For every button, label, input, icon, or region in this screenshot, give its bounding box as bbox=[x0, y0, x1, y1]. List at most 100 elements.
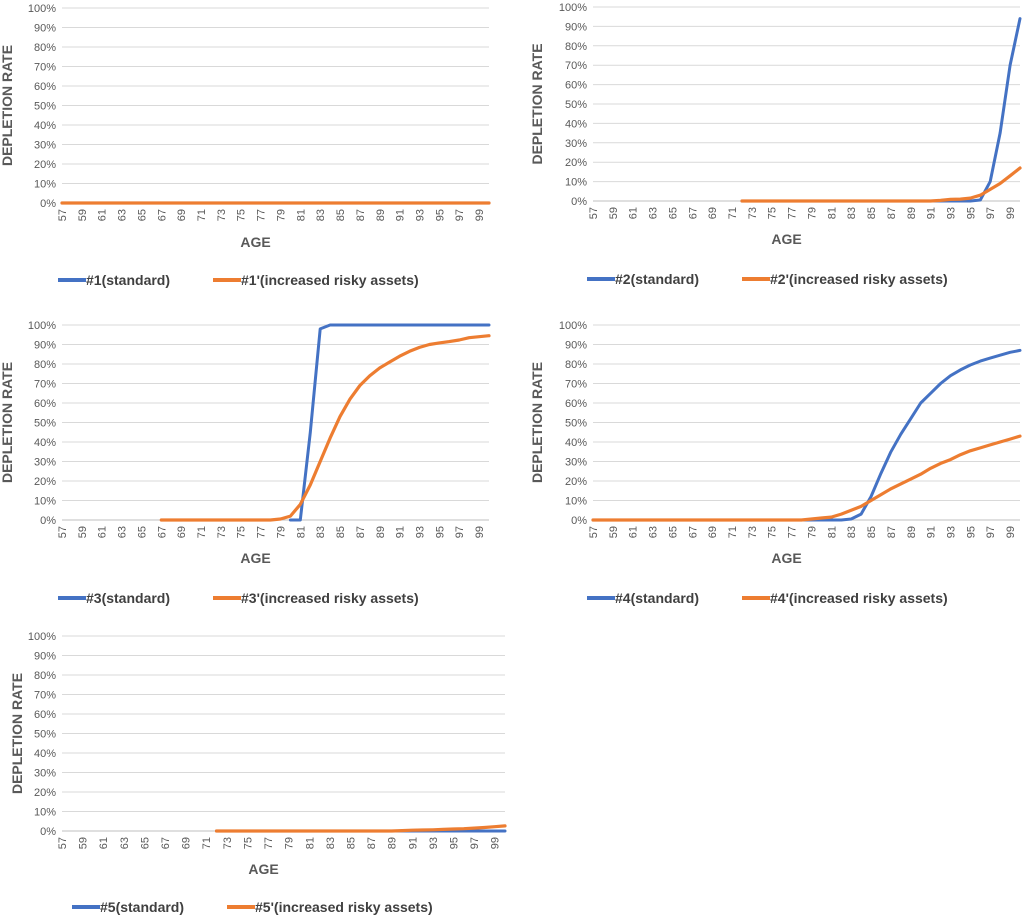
x-tick-label: 73 bbox=[222, 837, 234, 849]
x-tick-label: 57 bbox=[588, 207, 600, 219]
x-tick-label: 75 bbox=[236, 526, 248, 538]
x-tick-label: 73 bbox=[747, 207, 759, 219]
y-tick-label: 100% bbox=[28, 631, 56, 643]
x-tick-label: 65 bbox=[139, 837, 151, 849]
x-tick-label: 59 bbox=[77, 526, 89, 538]
x-tick-label: 95 bbox=[965, 207, 977, 219]
x-tick-label: 61 bbox=[97, 526, 109, 538]
series-line-standard bbox=[288, 323, 491, 522]
y-tick-label: 20% bbox=[565, 157, 587, 169]
y-tick-label: 60% bbox=[565, 80, 587, 92]
x-tick-label: 61 bbox=[98, 837, 110, 849]
x-tick-label: 81 bbox=[295, 209, 307, 221]
y-tick-label: 90% bbox=[565, 21, 587, 33]
x-tick-label: 63 bbox=[117, 526, 129, 538]
x-tick-label: 63 bbox=[119, 837, 131, 849]
chart-panel-4: 0% 10% 20% 30% 40% 50% 60% 70% 80% 90% 100% 57 59 61 6… bbox=[529, 320, 1022, 606]
x-tick-label: 71 bbox=[727, 526, 739, 538]
x-tick-label: 91 bbox=[926, 526, 938, 538]
x-tick-label: 73 bbox=[216, 209, 228, 221]
x-tick-label: 65 bbox=[136, 209, 148, 221]
x-tick-label: 75 bbox=[236, 209, 248, 221]
x-tick-label: 79 bbox=[275, 209, 287, 221]
y-tick-label: 0% bbox=[571, 515, 587, 527]
legend-label: #3(standard) bbox=[86, 590, 170, 606]
y-tick-label: 50% bbox=[34, 101, 56, 113]
x-axis-title: AGE bbox=[240, 550, 270, 566]
y-axis-title: DEPLETION RATE bbox=[529, 43, 545, 164]
y-tick-label: 40% bbox=[34, 748, 56, 760]
x-tick-label: 81 bbox=[826, 207, 838, 219]
y-tick-label: 10% bbox=[34, 807, 56, 819]
y-tick-label: 60% bbox=[34, 81, 56, 93]
legend-label: #1(standard) bbox=[86, 272, 170, 288]
x-tick-label: 67 bbox=[687, 207, 699, 219]
x-tick-label: 85 bbox=[866, 526, 878, 538]
y-tick-label: 60% bbox=[565, 398, 587, 410]
legend-label: #2(standard) bbox=[615, 271, 699, 287]
x-tick-label: 57 bbox=[57, 209, 69, 221]
y-axis-title: DEPLETION RATE bbox=[0, 362, 15, 483]
x-tick-label: 95 bbox=[965, 526, 977, 538]
x-tick-label: 57 bbox=[57, 526, 69, 538]
x-tick-label: 59 bbox=[608, 207, 620, 219]
x-tick-label: 69 bbox=[176, 209, 188, 221]
x-tick-label: 93 bbox=[945, 207, 957, 219]
x-tick-label: 91 bbox=[395, 209, 407, 221]
y-tick-label: 90% bbox=[565, 340, 587, 352]
y-tick-label: 100% bbox=[28, 3, 56, 15]
x-tick-label: 65 bbox=[667, 526, 679, 538]
x-tick-label: 87 bbox=[355, 209, 367, 221]
legend-label: #4'(increased risky assets) bbox=[770, 590, 948, 606]
x-tick-label: 83 bbox=[315, 526, 327, 538]
legend-label: #3'(increased risky assets) bbox=[241, 590, 419, 606]
y-axis-title: DEPLETION RATE bbox=[9, 673, 25, 794]
y-tick-label: 30% bbox=[565, 138, 587, 150]
x-tick-label: 61 bbox=[628, 207, 640, 219]
x-tick-label: 83 bbox=[315, 209, 327, 221]
y-tick-label: 0% bbox=[40, 826, 56, 838]
y-tick-label: 70% bbox=[565, 379, 587, 391]
x-tick-label: 75 bbox=[767, 207, 779, 219]
x-tick-label: 99 bbox=[490, 837, 502, 849]
x-tick-label: 91 bbox=[395, 526, 407, 538]
chart-panel-3: 0% 10% 20% 30% 40% 50% 60% 70% 80% 90% 100% 57 59 61 6… bbox=[0, 320, 491, 606]
y-tick-label: 70% bbox=[565, 60, 587, 72]
x-tick-label: 91 bbox=[407, 837, 419, 849]
y-tick-label: 70% bbox=[34, 690, 56, 702]
y-tick-label: 70% bbox=[34, 62, 56, 74]
y-tick-label: 0% bbox=[571, 196, 587, 208]
x-tick-label: 81 bbox=[826, 526, 838, 538]
y-tick-label: 20% bbox=[565, 476, 587, 488]
x-tick-label: 99 bbox=[1005, 526, 1017, 538]
x-tick-label: 99 bbox=[474, 209, 486, 221]
x-tick-label: 95 bbox=[434, 526, 446, 538]
chart-panel-1: 0% 10% 20% 30% 40% 50% 60% 70% 80% 90% 100% 57 59 61 6… bbox=[0, 3, 491, 288]
y-tick-label: 50% bbox=[565, 99, 587, 111]
x-tick-label: 71 bbox=[196, 209, 208, 221]
x-tick-label: 61 bbox=[97, 209, 109, 221]
y-tick-label: 70% bbox=[34, 379, 56, 391]
x-tick-label: 67 bbox=[160, 837, 172, 849]
y-tick-label: 20% bbox=[34, 476, 56, 488]
x-tick-label: 87 bbox=[355, 526, 367, 538]
x-tick-label: 79 bbox=[284, 837, 296, 849]
x-tick-label: 93 bbox=[428, 837, 440, 849]
x-tick-label: 59 bbox=[77, 209, 89, 221]
x-tick-label: 73 bbox=[216, 526, 228, 538]
x-tick-label: 79 bbox=[806, 207, 818, 219]
y-tick-label: 50% bbox=[34, 729, 56, 741]
y-tick-label: 60% bbox=[34, 398, 56, 410]
x-tick-label: 65 bbox=[667, 207, 679, 219]
x-tick-label: 97 bbox=[985, 526, 997, 538]
y-tick-label: 0% bbox=[40, 515, 56, 527]
x-tick-label: 89 bbox=[375, 526, 387, 538]
x-tick-label: 63 bbox=[648, 526, 660, 538]
y-tick-label: 40% bbox=[565, 118, 587, 130]
x-tick-label: 87 bbox=[366, 837, 378, 849]
x-tick-label: 89 bbox=[387, 837, 399, 849]
x-tick-label: 91 bbox=[926, 207, 938, 219]
x-tick-label: 95 bbox=[434, 209, 446, 221]
x-tick-label: 79 bbox=[806, 526, 818, 538]
